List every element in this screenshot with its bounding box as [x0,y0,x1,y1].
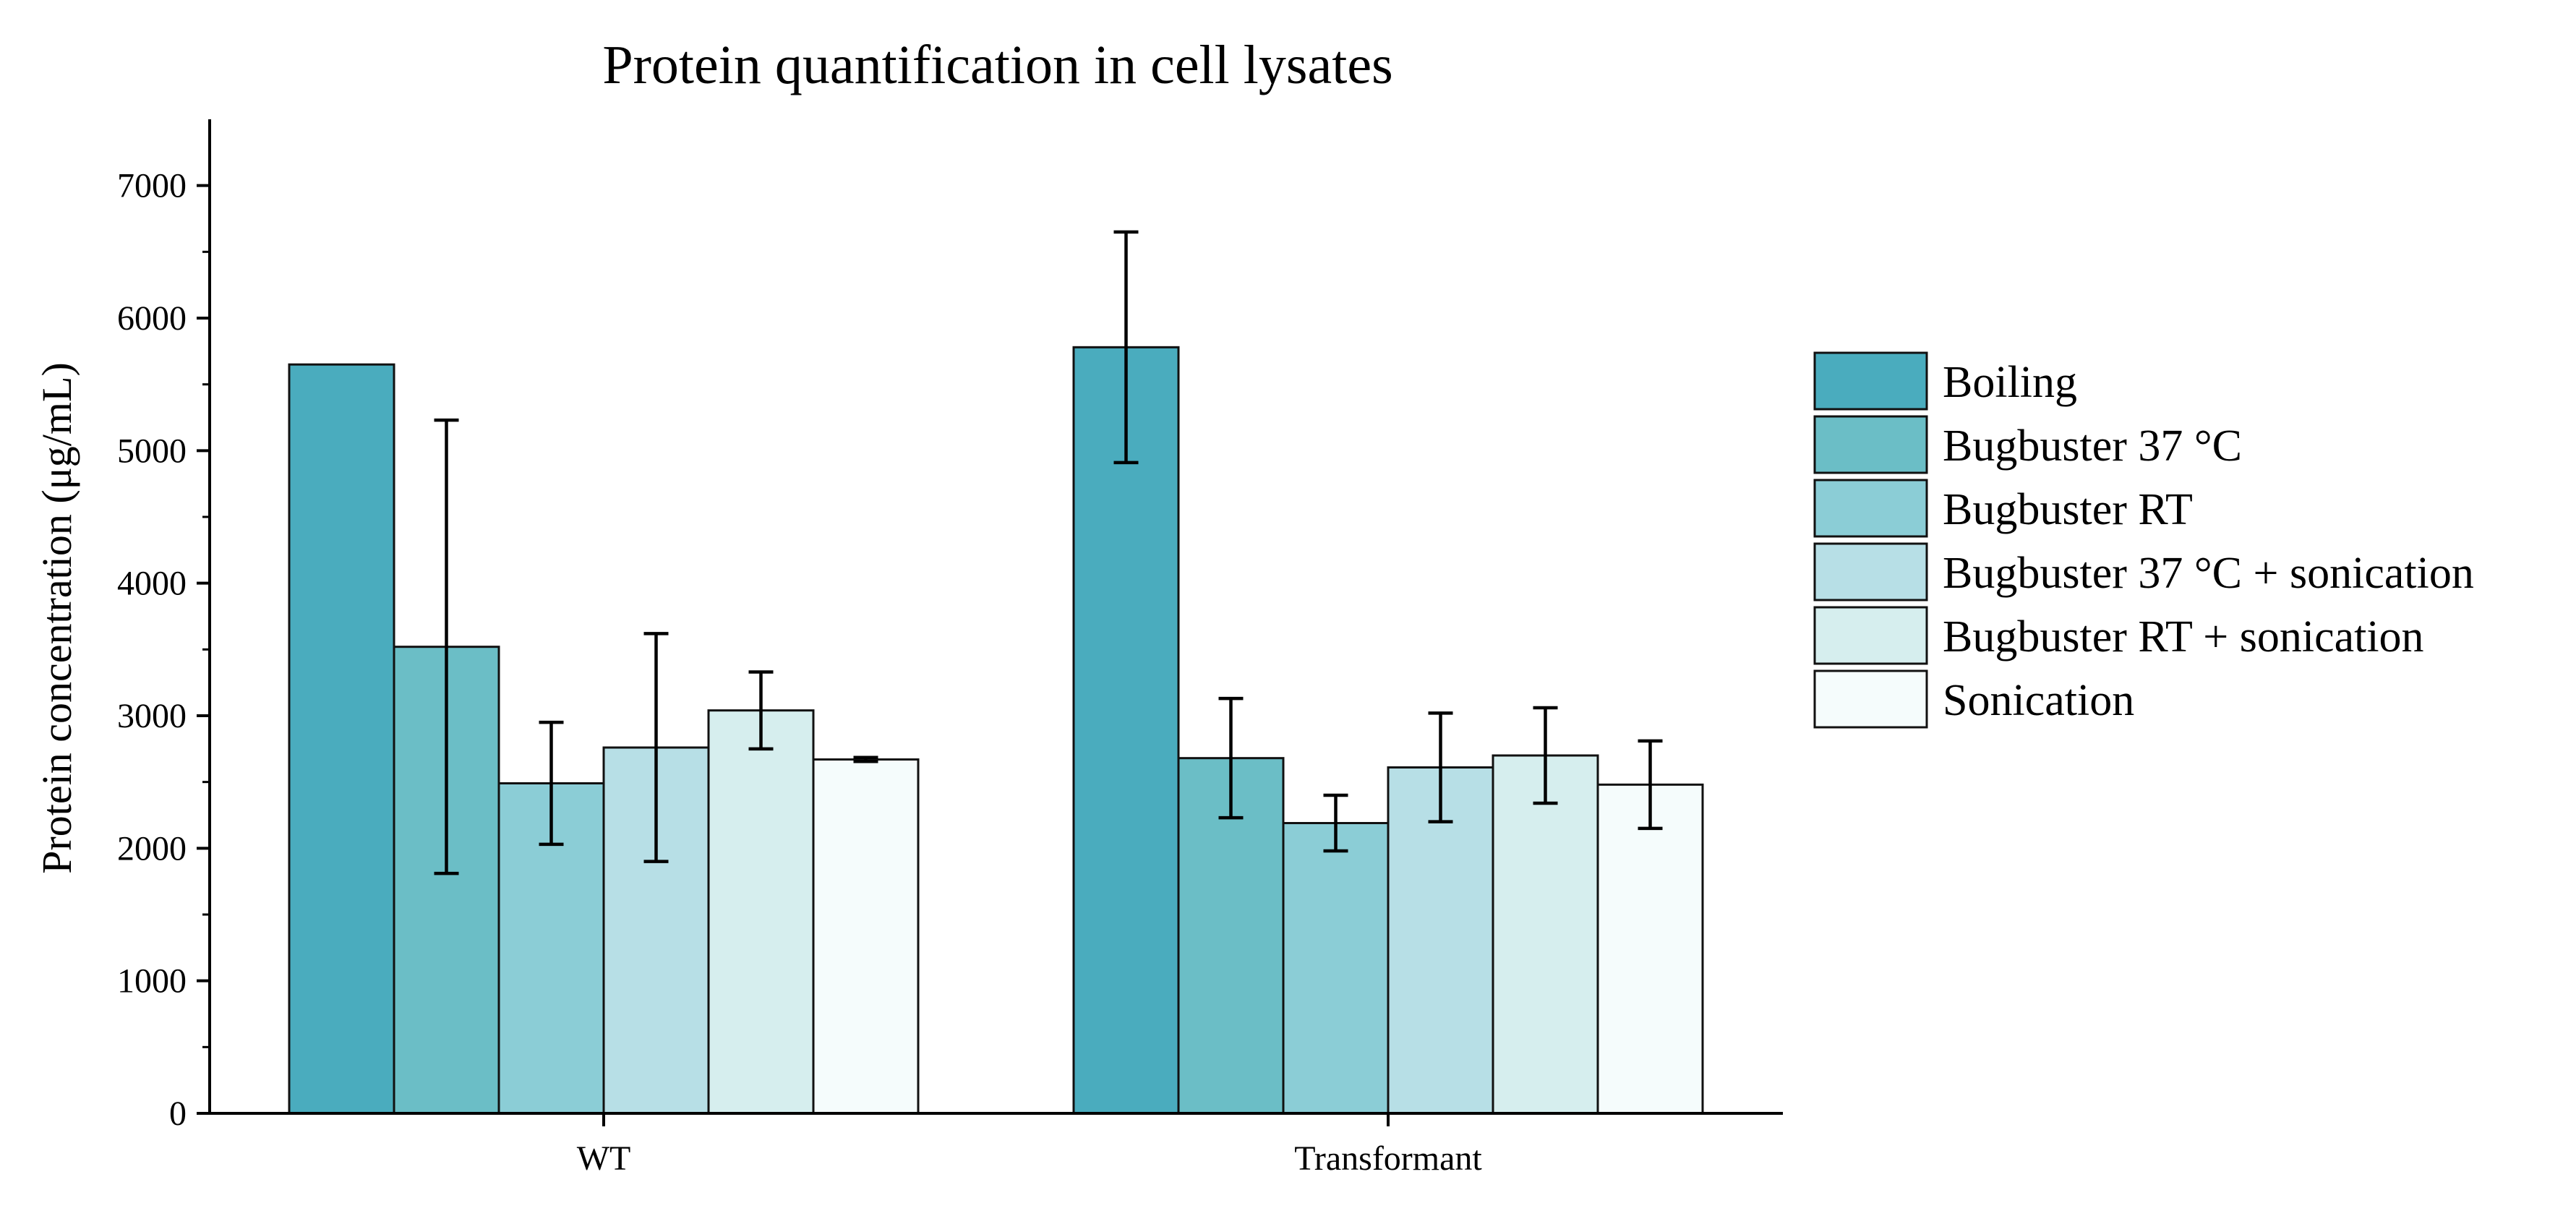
x-tick-label: WT [577,1139,631,1178]
legend-swatch [1813,542,1928,601]
x-tick-label: Transformant [1294,1139,1482,1178]
legend-swatch [1813,415,1928,474]
legend-swatch [1813,606,1928,665]
y-tick-label: 4000 [117,565,187,603]
legend-label: Bugbuster RT [1943,485,2193,534]
chart-title: Protein quantification in cell lysates [602,35,1392,95]
y-axis: 0 1000 2000 3000 4000 5000 6000 7000 [117,167,210,1133]
bar [1282,822,1390,1115]
y-tick-label: 3000 [117,697,187,735]
legend-label: Bugbuster 37 °C + sonication [1943,549,2474,598]
legend-label: Sonication [1943,676,2134,725]
bar [1072,346,1180,1115]
bar [1596,783,1704,1115]
y-tick-label: 5000 [117,432,187,470]
legend: Boiling Bugbuster 37 °C Bugbuster RT Bugbus… [1813,351,2474,729]
legend-label: Bugbuster 37 °C [1943,421,2242,471]
bar [707,709,815,1115]
y-tick-label: 6000 [117,299,187,338]
y-tick-label: 1000 [117,962,187,1001]
y-tick-label: 7000 [117,167,187,205]
bars [288,346,1704,1115]
y-tick-label: 0 [169,1095,187,1133]
x-axis: WT Transformant [577,1113,1482,1178]
bar [812,758,920,1115]
bar [288,363,395,1115]
legend-label: Boiling [1943,358,2077,407]
legend-swatch [1813,479,1928,538]
y-axis-title: Protein concentration (μg/mL) [33,362,80,874]
error-bars [434,230,1663,875]
bar [1492,754,1599,1115]
legend-swatch [1813,351,1928,411]
y-tick-label: 2000 [117,829,187,868]
legend-label: Bugbuster RT + sonication [1943,612,2424,661]
legend-swatch [1813,669,1928,729]
